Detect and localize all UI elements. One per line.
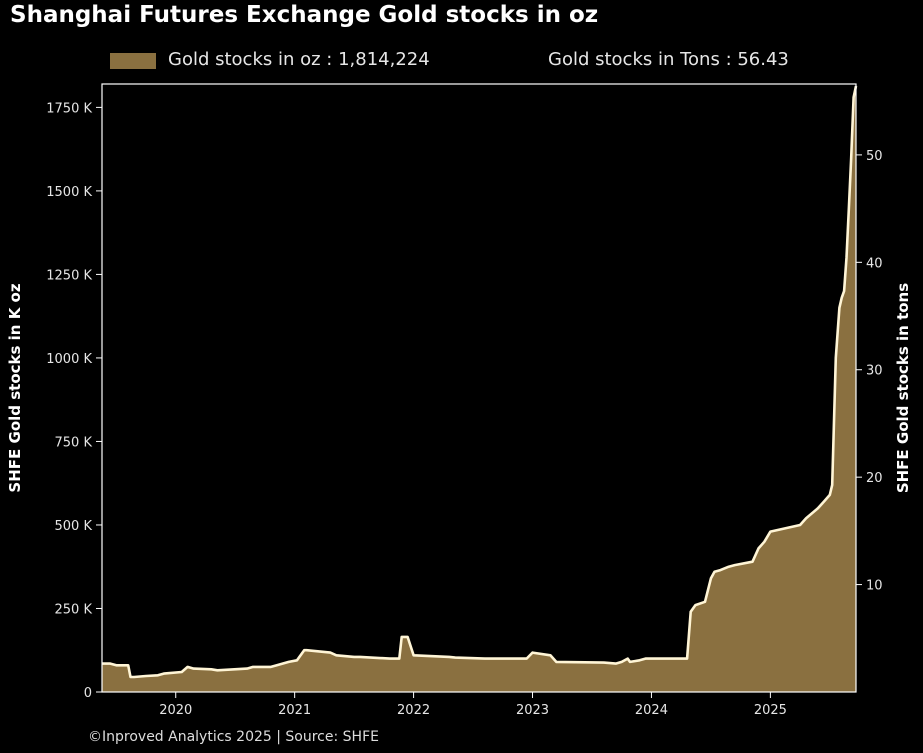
y-tick-label: 1250 K [46,268,92,283]
y-tick-label: 250 K [55,602,93,617]
y-tick-label: 750 K [55,435,93,450]
x-tick-label: 2020 [159,703,192,718]
x-tick-label: 2024 [635,703,668,718]
y-tick-label: 0 [84,686,92,701]
series-area-fill [102,86,856,692]
y2-axis-label: SHFE Gold stocks in tons [894,283,912,493]
y2-tick-label: 10 [866,579,883,594]
y2-tick-label: 40 [866,256,883,271]
y-axis-label: SHFE Gold stocks in K oz [6,283,24,492]
x-tick-label: 2021 [278,703,311,718]
legend-swatch-oz [110,53,156,69]
plot-frame [101,83,857,693]
y-tick-label: 1000 K [46,352,92,367]
y2-tick-label: 30 [866,364,883,379]
y2-tick-label: 20 [866,471,883,486]
y-tick-label: 1500 K [46,185,92,200]
x-tick-label: 2023 [516,703,549,718]
y-tick-label: 1750 K [46,101,92,116]
footer-source: ©Inproved Analytics 2025 | Source: SHFE [88,729,379,745]
legend: Gold stocks in oz : 1,814,224 Gold stock… [0,48,923,76]
y-tick-label: 500 K [55,519,93,534]
series-line [102,85,858,679]
chart-title: Shanghai Futures Exchange Gold stocks in… [10,2,599,28]
x-tick-label: 2022 [397,703,430,718]
y2-tick-label: 50 [866,149,883,164]
legend-label-tons: Gold stocks in Tons : 56.43 [548,49,789,70]
x-tick-label: 2025 [754,703,787,718]
legend-label-oz: Gold stocks in oz : 1,814,224 [168,49,430,70]
